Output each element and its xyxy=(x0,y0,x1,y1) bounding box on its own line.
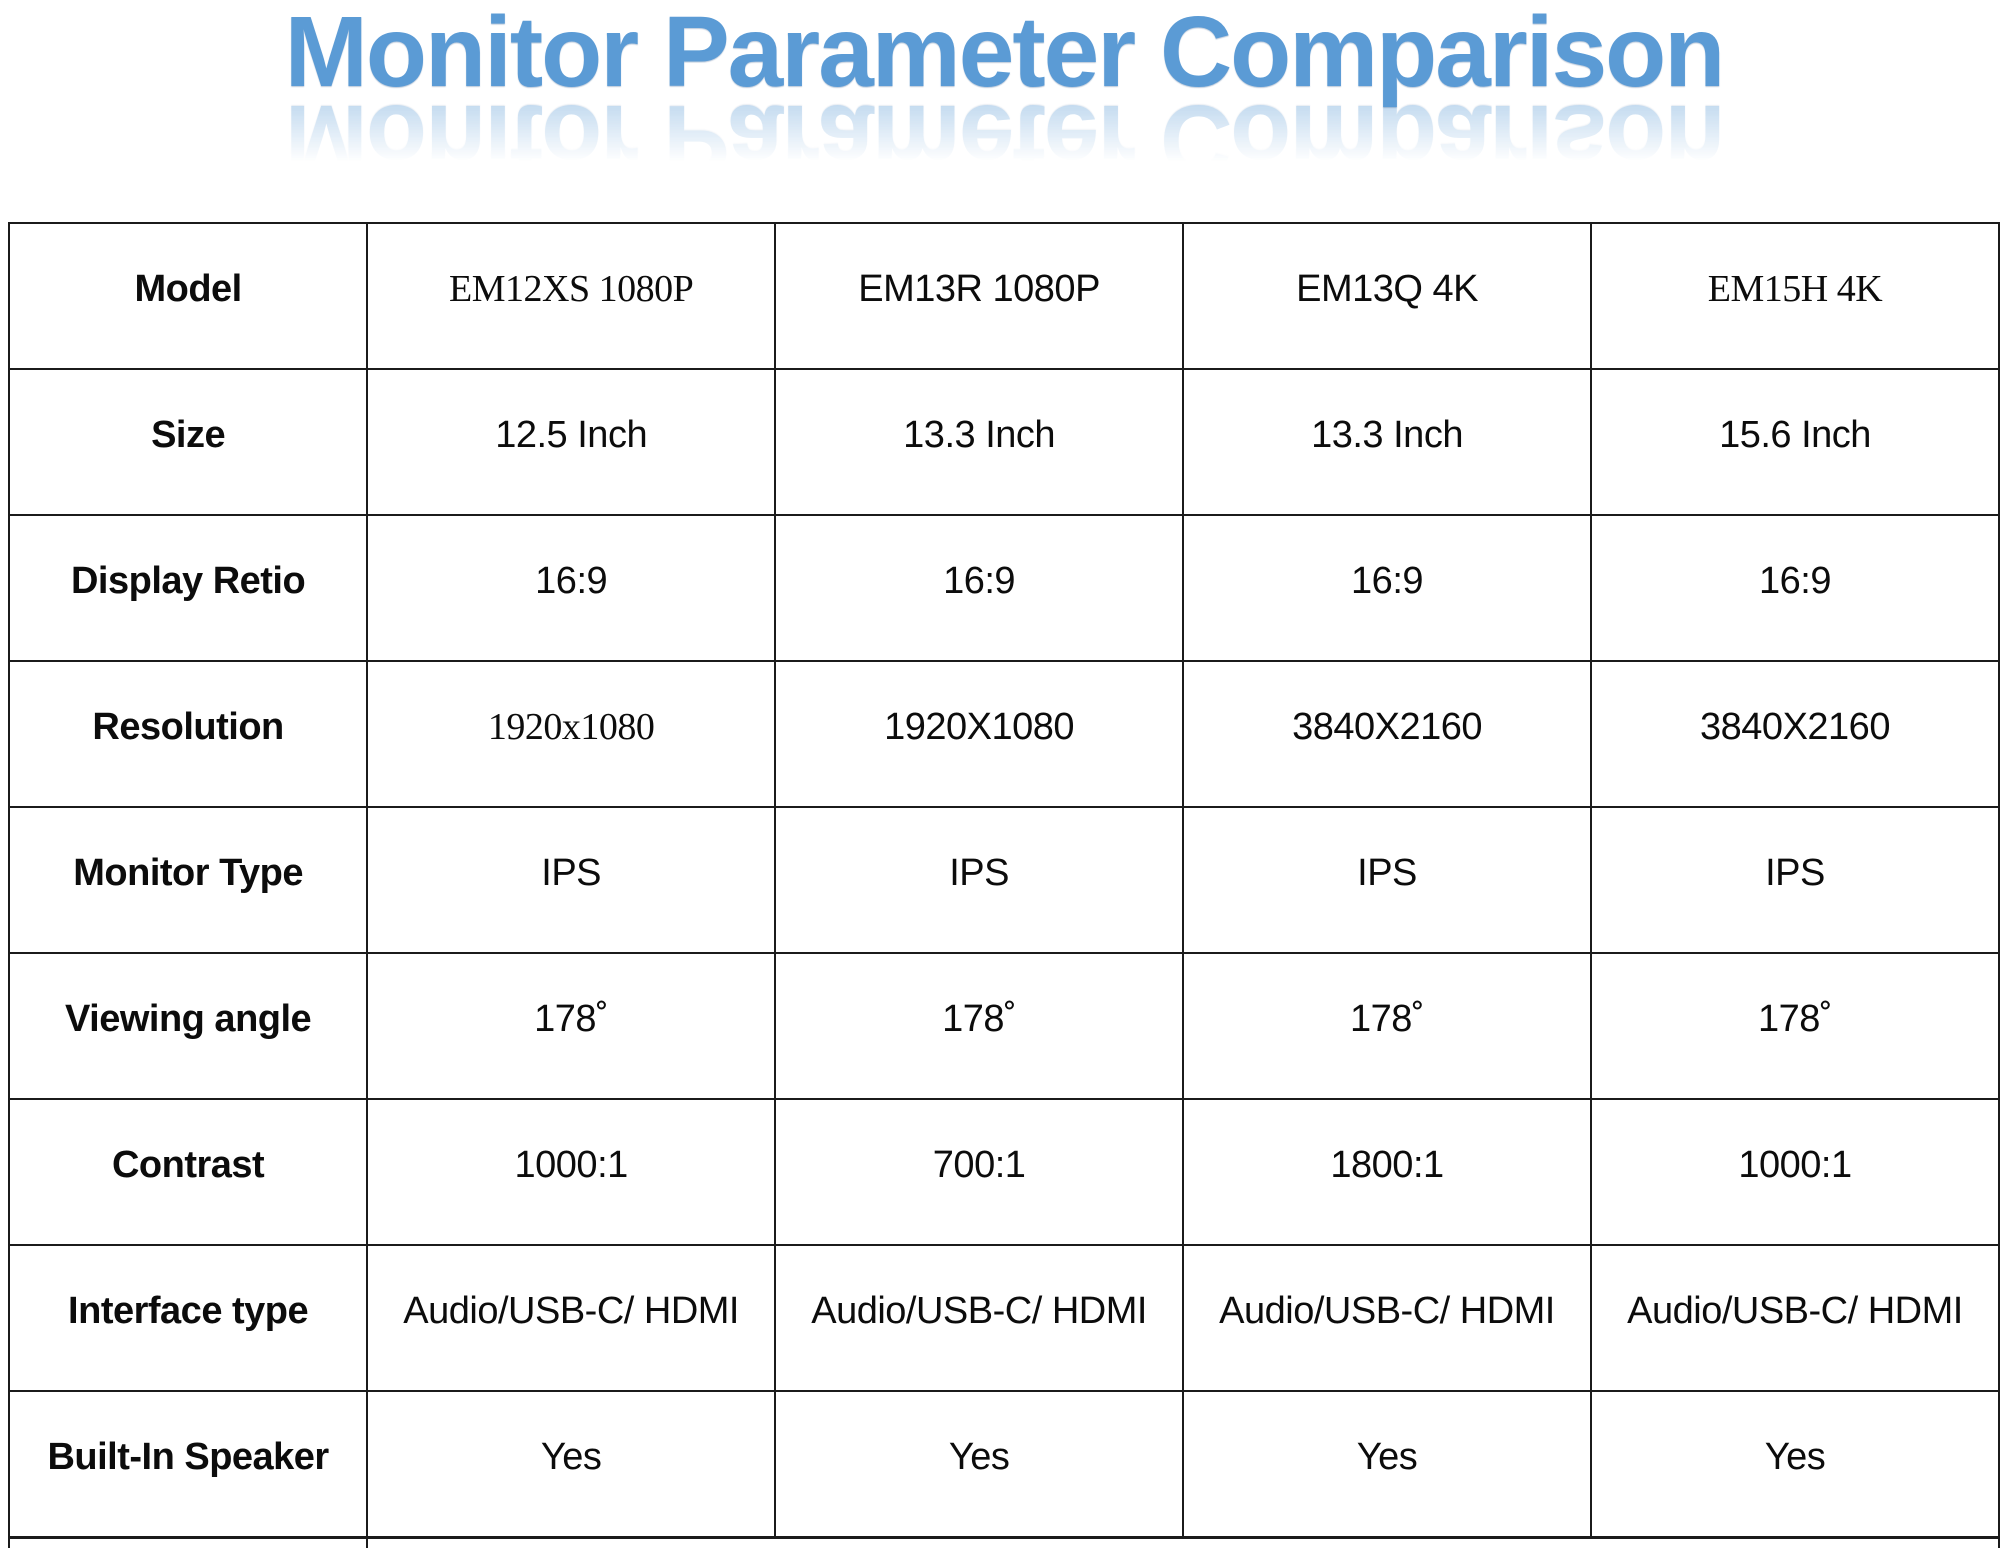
spec-value: 16:9 xyxy=(774,514,1185,662)
spec-row-special-function: Special Function Support work with only … xyxy=(7,1536,2000,1548)
spec-value: IPS xyxy=(774,806,1185,954)
spec-label: Resolution xyxy=(7,660,369,808)
spec-row-size: Size 12.5 Inch 13.3 Inch 13.3 Inch 15.6 … xyxy=(7,368,2000,516)
spec-value: Yes xyxy=(774,1390,1185,1539)
spec-value: 178˚ xyxy=(366,952,777,1100)
spec-label: Viewing angle xyxy=(7,952,369,1100)
spec-value: 15.6 Inch xyxy=(1590,368,2000,516)
spec-row-builtin-speaker: Built-In Speaker Yes Yes Yes Yes xyxy=(7,1390,2000,1539)
spec-value: 13.3 Inch xyxy=(774,368,1185,516)
spec-label: Size xyxy=(7,368,369,516)
spec-value: IPS xyxy=(366,806,777,954)
spec-value: Audio/USB-C/ HDMI xyxy=(1590,1244,2000,1392)
spec-value: 1920x1080 xyxy=(366,660,777,808)
spec-value: 1000:1 xyxy=(1590,1098,2000,1246)
spec-label: Contrast xyxy=(7,1098,369,1246)
spec-row-viewing-angle: Viewing angle 178˚ 178˚ 178˚ 178˚ xyxy=(7,952,2000,1100)
spec-row-resolution: Resolution 1920x1080 1920X1080 3840X2160… xyxy=(7,660,2000,808)
spec-label: Monitor Type xyxy=(7,806,369,954)
page-title: Monitor Parameter Comparison xyxy=(284,0,1726,108)
spec-row-contrast: Contrast 1000:1 700:1 1800:1 1000:1 xyxy=(7,1098,2000,1246)
spec-value: IPS xyxy=(1590,806,2000,954)
spec-row-monitor-type: Monitor Type IPS IPS IPS IPS xyxy=(7,806,2000,954)
spec-value: Audio/USB-C/ HDMI xyxy=(366,1244,777,1392)
spec-label: Built-In Speaker xyxy=(7,1390,369,1539)
spec-value: 178˚ xyxy=(1182,952,1592,1100)
spec-label: Display Retio xyxy=(7,514,369,662)
spec-value: IPS xyxy=(1182,806,1592,954)
spec-value: 1920X1080 xyxy=(774,660,1185,808)
spec-value: Yes xyxy=(1590,1390,2000,1539)
spec-value: 16:9 xyxy=(1182,514,1592,662)
spec-value: Audio/USB-C/ HDMI xyxy=(774,1244,1185,1392)
model-name: EM13R 1080P xyxy=(774,222,1185,370)
spec-label: Interface type xyxy=(7,1244,369,1392)
model-header-row: Model EM12XS 1080P EM13R 1080P EM13Q 4K … xyxy=(7,222,2000,370)
spec-value: 1000:1 xyxy=(366,1098,777,1246)
model-name: EM13Q 4K xyxy=(1182,222,1592,370)
spec-value: 12.5 Inch xyxy=(366,368,777,516)
model-name: EM12XS 1080P xyxy=(366,222,777,370)
spec-value: 178˚ xyxy=(774,952,1185,1100)
spec-row-interface-type: Interface type Audio/USB-C/ HDMI Audio/U… xyxy=(7,1244,2000,1392)
spec-label: Special Function xyxy=(7,1536,369,1548)
spec-value: Audio/USB-C/ HDMI xyxy=(1182,1244,1592,1392)
spec-row-display-ratio: Display Retio 16:9 16:9 16:9 16:9 xyxy=(7,514,2000,662)
spec-value: Yes xyxy=(1182,1390,1592,1539)
spec-value: 3840X2160 xyxy=(1590,660,2000,808)
spec-value: Yes xyxy=(366,1390,777,1539)
spec-value: 16:9 xyxy=(1590,514,2000,662)
spec-value: 178˚ xyxy=(1590,952,2000,1100)
special-function-value: Support work with only one USB cable for… xyxy=(366,1536,2000,1548)
comparison-table: Model EM12XS 1080P EM13R 1080P EM13Q 4K … xyxy=(7,222,2000,1548)
spec-value: 16:9 xyxy=(366,514,777,662)
spec-value: 700:1 xyxy=(774,1098,1185,1246)
model-name: EM15H 4K xyxy=(1590,222,2000,370)
spec-value: 1800:1 xyxy=(1182,1098,1592,1246)
spec-value: 13.3 Inch xyxy=(1182,368,1592,516)
spec-label-model: Model xyxy=(7,222,369,370)
spec-value: 3840X2160 xyxy=(1182,660,1592,808)
